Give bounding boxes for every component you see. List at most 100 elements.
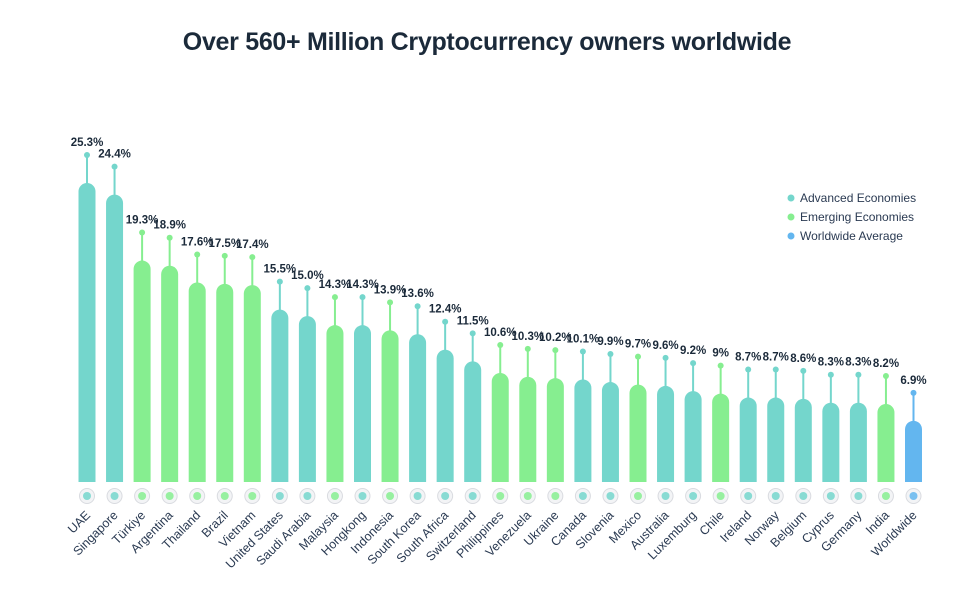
value-label-mexico: 9.7% xyxy=(625,339,651,351)
value-label-united-states: 15.5% xyxy=(264,264,297,276)
dot-south-korea xyxy=(414,303,421,310)
value-label-uae: 25.3% xyxy=(71,137,104,149)
flag-united-states-center xyxy=(275,492,284,500)
flag-ireland-icon xyxy=(740,488,757,504)
bar-norway xyxy=(767,397,785,482)
flag-saudi-arabia-icon xyxy=(299,488,316,504)
flag-vietnam-center xyxy=(248,492,257,500)
bar-chile xyxy=(712,393,730,482)
value-label-switzerland: 11.5% xyxy=(457,315,489,327)
flag-saudi-arabia-center xyxy=(303,492,312,500)
flag-brazil-icon xyxy=(216,488,233,504)
flag-philippines-icon xyxy=(492,488,509,504)
flag-luxemburg-icon xyxy=(685,488,702,504)
value-label-germany: 8.3% xyxy=(845,357,871,369)
flag-australia-icon xyxy=(657,488,674,504)
legend-label-advanced-economies: Advanced Economies xyxy=(800,191,916,205)
value-label-venezuela: 10.3% xyxy=(511,331,544,343)
value-label-ukraine: 10.2% xyxy=(539,332,572,344)
value-label-brazil: 17.5% xyxy=(208,238,241,250)
flag-philippines-center xyxy=(496,492,505,500)
legend-swatch-advanced-economies xyxy=(787,194,795,202)
flag-slovenia-icon xyxy=(602,488,619,504)
dot-venezuela xyxy=(524,345,531,352)
flag-worldwide-icon xyxy=(905,488,922,504)
legend-label-emerging-economies: Emerging Economies xyxy=(800,210,914,224)
dot-india xyxy=(882,373,889,380)
value-label-belgium: 8.6% xyxy=(790,353,816,365)
flag-norway-icon xyxy=(767,488,784,504)
bar-belgium xyxy=(794,398,812,482)
flag-hongkong-center xyxy=(358,492,367,500)
flag-germany-center xyxy=(854,492,863,500)
flag-singapore-icon xyxy=(106,488,123,504)
value-label-luxemburg: 9.2% xyxy=(680,345,706,357)
flag-venezuela-center xyxy=(523,492,532,500)
dot-australia xyxy=(662,354,669,361)
flag-singapore-center xyxy=(110,492,119,500)
flag-brazil-center xyxy=(220,492,229,500)
dot-argentina xyxy=(166,234,173,241)
bar-australia xyxy=(657,385,675,482)
value-label-norway: 8.7% xyxy=(763,352,789,364)
value-label-chile: 9% xyxy=(712,348,729,360)
value-label-indonesia: 13.9% xyxy=(374,284,407,296)
category-labels-group: UAESingaporeTürkiyeArgentinaThailandBraz… xyxy=(65,508,920,571)
dot-cyprus xyxy=(827,371,834,378)
flag-canada-center xyxy=(578,492,587,500)
value-label-thailand: 17.6% xyxy=(181,237,214,249)
value-label-slovenia: 9.9% xyxy=(597,336,623,348)
dot-norway xyxy=(772,366,779,373)
dot-mexico xyxy=(635,353,641,360)
value-label-ireland: 8.7% xyxy=(735,352,761,364)
flag-thailand-icon xyxy=(189,488,206,504)
value-label-saudi-arabia: 15.0% xyxy=(291,270,324,282)
bar-south-korea xyxy=(409,334,427,482)
dot-switzerland xyxy=(469,330,476,337)
flag-chile-icon xyxy=(712,488,729,504)
value-label-south-korea: 13.6% xyxy=(401,288,434,300)
dot-slovenia xyxy=(607,351,614,358)
bar-south-africa xyxy=(436,349,454,482)
flag-luxemburg-center xyxy=(689,492,698,500)
bar-vietnam xyxy=(243,285,261,482)
value-label-vietnam: 17.4% xyxy=(236,239,269,251)
value-label-singapore: 24.4% xyxy=(98,149,131,161)
dot-belgium xyxy=(800,367,807,374)
value-label-hongkong: 14.3% xyxy=(346,279,379,291)
flag-india-center xyxy=(881,492,890,500)
value-labels-group: 25.3%24.4% 19.3%18.9% 17.6%17.5%17.4% 15.5%… xyxy=(71,137,927,387)
flag-malaysia-icon xyxy=(326,488,343,504)
flag-mexico-icon xyxy=(630,488,646,504)
legend-swatch-worldwide-average xyxy=(787,232,795,240)
flag-germany-icon xyxy=(850,488,867,504)
value-label-australia: 9.6% xyxy=(652,340,678,352)
bar-cyprus xyxy=(822,402,840,482)
flag-south-africa-center xyxy=(441,492,450,500)
flag-malaysia-center xyxy=(330,492,339,500)
flag-south-africa-icon xyxy=(437,488,454,504)
dot-south-africa xyxy=(442,318,449,325)
flag-mexico-center xyxy=(634,492,642,500)
flag-argentina-center xyxy=(165,492,174,500)
dot-hongkong xyxy=(359,294,366,301)
dot-united-states xyxy=(276,278,283,285)
flag-cyprus-center xyxy=(826,492,835,500)
bar-brazil xyxy=(216,283,234,482)
dot-uae xyxy=(84,152,90,158)
value-label-malaysia: 14.3% xyxy=(319,279,352,291)
dot-t-rkiye xyxy=(139,229,146,236)
flag-belgium-center xyxy=(799,492,808,500)
flag-australia-center xyxy=(661,492,670,500)
flag-hongkong-icon xyxy=(354,488,371,504)
flag-t-rkiye-icon xyxy=(134,488,151,504)
flag-chile-center xyxy=(716,492,725,500)
flag-switzerland-icon xyxy=(464,488,481,504)
dot-canada xyxy=(579,348,586,355)
bar-t-rkiye xyxy=(133,260,151,482)
bar-singapore xyxy=(106,194,124,482)
flag-ukraine-center xyxy=(551,492,560,500)
flag-ireland-center xyxy=(744,492,753,500)
dot-chile xyxy=(717,362,724,369)
